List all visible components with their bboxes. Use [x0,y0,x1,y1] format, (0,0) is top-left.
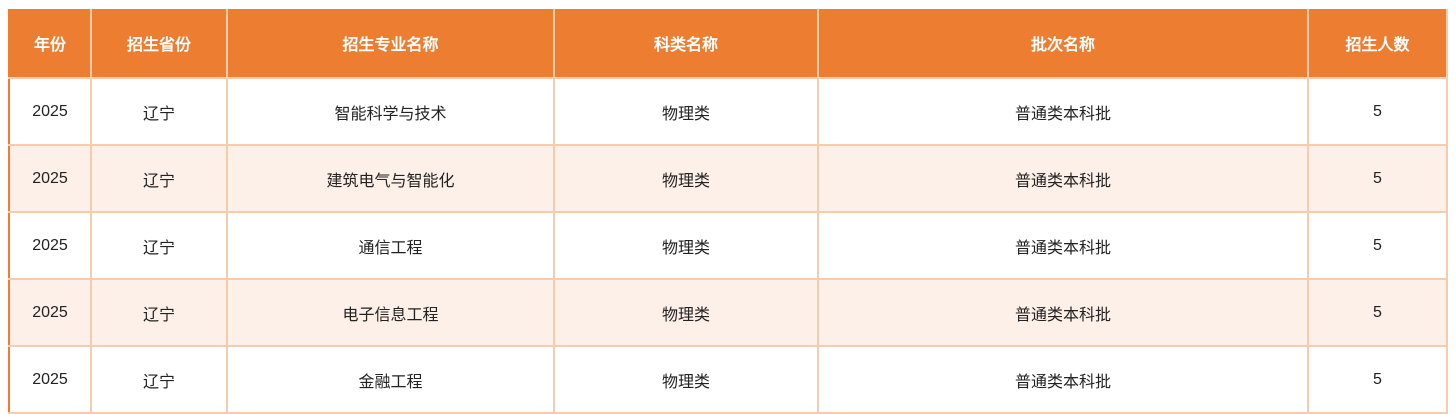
cell-year: 2025 [9,144,92,213]
cell-province: 辽宁 [91,144,228,213]
cell-year: 2025 [9,278,92,347]
header-enrollment-count: 招生人数 [1308,9,1448,79]
table-row: 2025 辽宁 智能科学与技术 物理类 普通类本科批 5 [9,77,1448,146]
cell-province: 辽宁 [91,211,228,280]
cell-province: 辽宁 [91,77,228,146]
cell-batch: 普通类本科批 [818,144,1309,213]
cell-enrollment-count: 5 [1308,144,1448,213]
table-row: 2025 辽宁 建筑电气与智能化 物理类 普通类本科批 5 [9,144,1448,213]
cell-subject-category: 物理类 [554,77,819,146]
cell-subject-category: 物理类 [554,211,819,280]
header-batch: 批次名称 [818,9,1309,79]
cell-batch: 普通类本科批 [818,278,1309,347]
cell-batch: 普通类本科批 [818,211,1309,280]
cell-year: 2025 [9,211,92,280]
header-province: 招生省份 [91,9,228,79]
table-row: 2025 辽宁 通信工程 物理类 普通类本科批 5 [9,211,1448,280]
cell-major: 建筑电气与智能化 [227,144,555,213]
table-row: 2025 辽宁 金融工程 物理类 普通类本科批 5 [9,345,1448,414]
cell-major: 金融工程 [227,345,555,414]
cell-batch: 普通类本科批 [818,77,1309,146]
cell-enrollment-count: 5 [1308,345,1448,414]
cell-major: 通信工程 [227,211,555,280]
cell-subject-category: 物理类 [554,278,819,347]
header-row: 年份 招生省份 招生专业名称 科类名称 批次名称 招生人数 [9,9,1448,79]
header-year: 年份 [9,9,92,79]
cell-enrollment-count: 5 [1308,278,1448,347]
header-subject-category: 科类名称 [554,9,819,79]
cell-major: 电子信息工程 [227,278,555,347]
cell-subject-category: 物理类 [554,345,819,414]
cell-province: 辽宁 [91,345,228,414]
admissions-table: 年份 招生省份 招生专业名称 科类名称 批次名称 招生人数 2025 辽宁 智能科学与技术 物理… [8,9,1448,414]
cell-enrollment-count: 5 [1308,211,1448,280]
cell-subject-category: 物理类 [554,144,819,213]
cell-year: 2025 [9,77,92,146]
cell-year: 2025 [9,345,92,414]
cell-major: 智能科学与技术 [227,77,555,146]
cell-province: 辽宁 [91,278,228,347]
table-row: 2025 辽宁 电子信息工程 物理类 普通类本科批 5 [9,278,1448,347]
cell-batch: 普通类本科批 [818,345,1309,414]
cell-enrollment-count: 5 [1308,77,1448,146]
header-major: 招生专业名称 [227,9,555,79]
